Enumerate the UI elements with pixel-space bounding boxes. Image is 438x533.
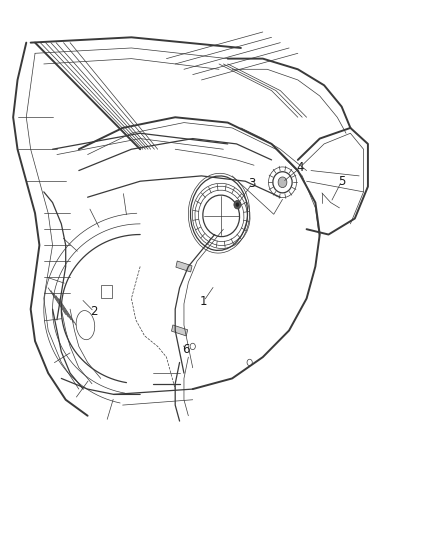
Bar bbox=[101, 285, 112, 298]
Bar bbox=[176, 261, 192, 272]
Circle shape bbox=[234, 200, 241, 209]
Bar bbox=[172, 325, 187, 336]
Text: 4: 4 bbox=[296, 161, 304, 174]
Text: 5: 5 bbox=[338, 175, 345, 188]
Text: 6: 6 bbox=[182, 343, 190, 356]
Text: 1: 1 bbox=[200, 295, 208, 308]
Text: 2: 2 bbox=[90, 305, 98, 318]
Text: 3: 3 bbox=[248, 177, 255, 190]
Circle shape bbox=[236, 203, 239, 207]
Circle shape bbox=[278, 177, 287, 188]
